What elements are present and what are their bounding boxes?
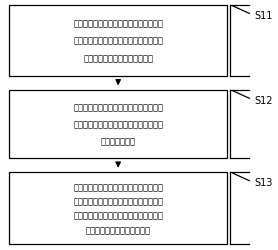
Bar [9, 90, 227, 158]
Text: 按照设定温度和设定时间对薄膜进行加热: 按照设定温度和设定时间对薄膜进行加热 [73, 182, 163, 191]
Text: S13: S13 [255, 177, 273, 187]
Text: 在薄膜的设定位置添加导电线；其中，导: 在薄膜的设定位置添加导电线；其中，导 [73, 19, 163, 28]
Text: 电线的两端嵌入薄膜中，且导电线除去两: 电线的两端嵌入薄膜中，且导电线除去两 [73, 36, 163, 46]
Text: ，使得薄膜粘合与芯片和基板表面贴合，: ，使得薄膜粘合与芯片和基板表面贴合， [73, 196, 163, 205]
Text: S12: S12 [255, 95, 273, 105]
Text: 校准使得导电线的两端分别与芯片和基板: 校准使得导电线的两端分别与芯片和基板 [73, 120, 163, 129]
Bar [9, 172, 227, 244]
Text: 的设定焼点对正: 的设定焼点对正 [101, 137, 136, 146]
Text: S11: S11 [255, 11, 273, 20]
Text: 实现板芯片与基板的电气连接: 实现板芯片与基板的电气连接 [86, 226, 151, 234]
Text: 并使得导电线的两端下沉与对应焼点接触: 并使得导电线的两端下沉与对应焼点接触 [73, 211, 163, 220]
Bar [9, 6, 227, 76]
Text: 将薄膜覆盖于固定有芯片的基板之上，并: 将薄膜覆盖于固定有芯片的基板之上，并 [73, 103, 163, 112]
Text: 端的中间设部分凸起在薄膜之上: 端的中间设部分凸起在薄膜之上 [83, 54, 153, 63]
